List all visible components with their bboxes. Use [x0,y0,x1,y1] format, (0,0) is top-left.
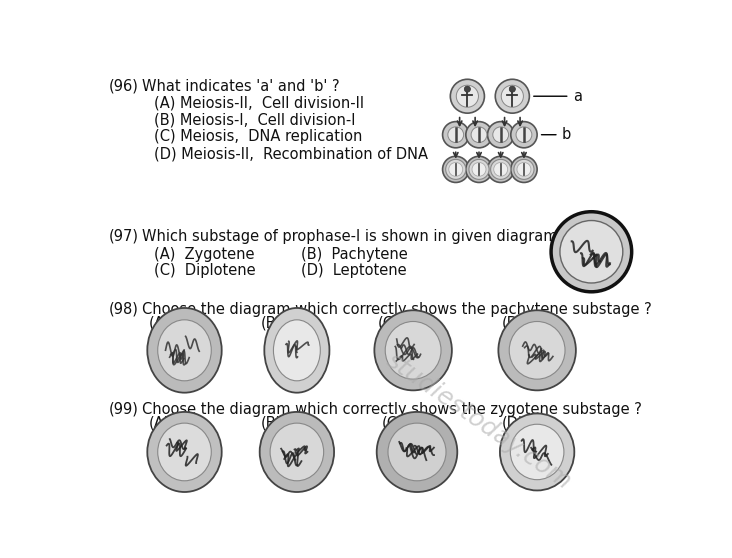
Text: (B) Meiosis-I,  Cell division-I: (B) Meiosis-I, Cell division-I [154,112,355,127]
Circle shape [511,122,537,148]
Circle shape [464,86,471,92]
Circle shape [516,127,532,143]
Ellipse shape [509,321,565,379]
Circle shape [488,156,514,182]
Ellipse shape [157,320,212,381]
Text: b: b [562,127,571,142]
Text: (D): (D) [501,416,524,431]
Ellipse shape [551,211,632,292]
Circle shape [449,162,463,176]
Circle shape [456,85,479,107]
Text: (A)  Zygotene: (A) Zygotene [154,247,254,262]
Circle shape [466,156,492,182]
Text: (D): (D) [501,316,524,331]
Circle shape [443,156,469,182]
Circle shape [466,122,492,148]
Text: (99): (99) [108,402,138,417]
Ellipse shape [388,423,446,481]
Ellipse shape [147,308,222,393]
Ellipse shape [264,308,329,393]
Ellipse shape [385,321,441,379]
Text: Choose the diagram which correctly shows the pachytene substage ?: Choose the diagram which correctly shows… [142,302,651,317]
Circle shape [488,122,514,148]
Ellipse shape [147,412,222,492]
Ellipse shape [510,424,564,480]
Text: (C)  Diplotene: (C) Diplotene [154,263,255,277]
Text: Choose the diagram which correctly shows the zygotene substage ?: Choose the diagram which correctly shows… [142,402,642,417]
Text: (B)  Pachytene: (B) Pachytene [301,247,408,262]
Circle shape [493,162,508,176]
Circle shape [490,160,511,179]
Circle shape [517,162,531,176]
Ellipse shape [157,423,212,481]
Text: (B): (B) [261,416,283,431]
Ellipse shape [377,412,458,492]
Circle shape [450,79,485,113]
Text: What indicates 'a' and 'b' ?: What indicates 'a' and 'b' ? [142,79,340,94]
Circle shape [496,79,529,113]
Text: studiestoday.com: studiestoday.com [382,348,576,494]
Circle shape [471,127,487,143]
Text: (C) Meiosis,  DNA replication: (C) Meiosis, DNA replication [154,129,362,145]
Circle shape [514,160,534,179]
Circle shape [469,160,489,179]
Circle shape [511,156,537,182]
Circle shape [509,86,515,92]
Ellipse shape [260,412,334,492]
Text: (B): (B) [261,316,283,331]
Ellipse shape [500,413,575,490]
Text: (C): (C) [378,316,399,331]
Text: Which substage of prophase-I is shown in given diagram ?: Which substage of prophase-I is shown in… [142,229,569,244]
Text: (A): (A) [149,316,171,331]
Text: (A) Meiosis-II,  Cell division-II: (A) Meiosis-II, Cell division-II [154,95,364,110]
Ellipse shape [274,320,321,381]
Text: (98): (98) [108,302,138,317]
Ellipse shape [498,310,576,391]
Text: (96): (96) [108,79,138,94]
Circle shape [493,127,509,143]
Text: (A): (A) [149,416,171,431]
Text: (D) Meiosis-II,  Recombination of DNA: (D) Meiosis-II, Recombination of DNA [154,146,427,161]
Text: (C): (C) [381,416,403,431]
Circle shape [472,162,486,176]
Ellipse shape [374,310,452,391]
Text: a: a [572,89,582,104]
Text: (97): (97) [108,229,138,244]
Circle shape [446,160,466,179]
Circle shape [448,127,463,143]
Circle shape [501,85,523,107]
Ellipse shape [270,423,324,481]
Text: (D)  Leptotene: (D) Leptotene [301,263,406,277]
Ellipse shape [560,220,623,283]
Circle shape [443,122,469,148]
